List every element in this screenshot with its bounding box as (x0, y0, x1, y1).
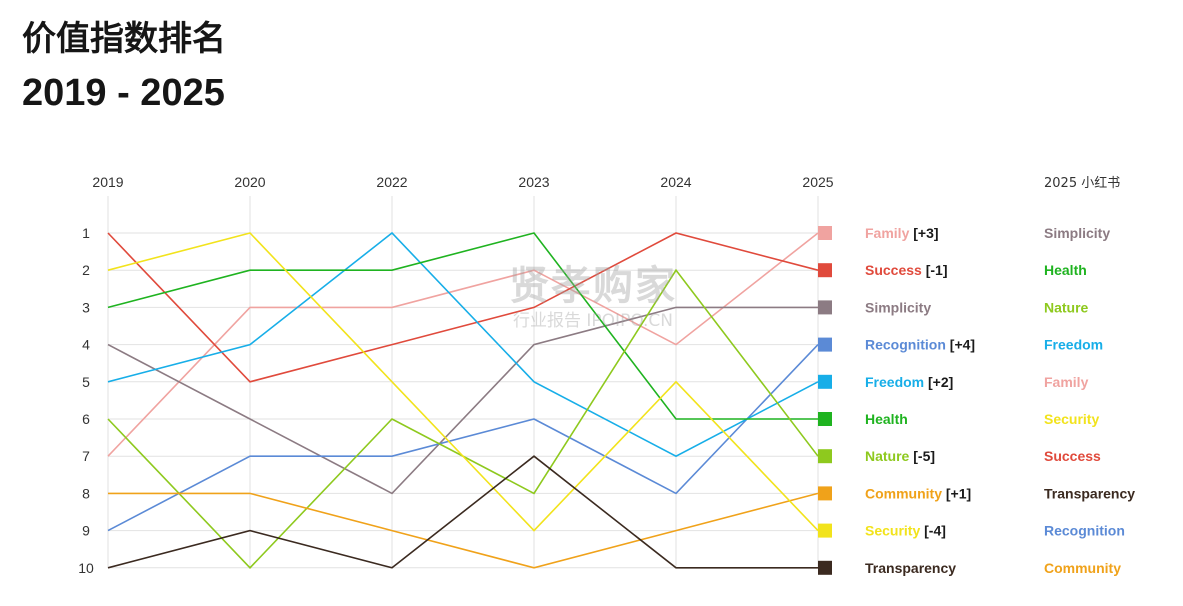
series-line-simplicity (107, 306, 818, 495)
legend-label-security: Security [-4] (865, 523, 946, 539)
x-tick-label: 2025 (802, 174, 833, 190)
y-tick-label: 7 (82, 448, 90, 464)
right-column-item: Family (1044, 374, 1089, 390)
series-line-security (107, 232, 819, 532)
y-tick-label: 10 (78, 560, 94, 576)
legend-swatch-recognition (818, 337, 832, 352)
right-column-header: 2025 小红书 (1044, 175, 1120, 191)
legend-label-recognition: Recognition [+4] (865, 337, 975, 353)
right-column-item: Freedom (1044, 337, 1103, 353)
right-column-item: Health (1044, 262, 1087, 278)
legend-swatch-simplicity (818, 300, 832, 315)
legend-swatch-nature (818, 449, 832, 464)
y-tick-label: 5 (82, 374, 90, 390)
x-tick-label: 2019 (92, 174, 123, 190)
x-tick-label: 2024 (660, 174, 691, 190)
right-ranking-column: 2025 小红书 Simplicity Health Nature Freedom Fam… (1044, 175, 1135, 576)
legend-label-transparency: Transparency (865, 560, 956, 576)
series-lines (107, 231, 819, 569)
legend-label-freedom: Freedom [+2] (865, 374, 953, 390)
x-tick-label: 2022 (376, 174, 407, 190)
series-line-community (108, 492, 819, 569)
right-column-item: Transparency (1044, 485, 1135, 501)
right-column-item: Security (1044, 411, 1099, 427)
legend-swatch-community (818, 486, 832, 501)
legend-label-community: Community [+1] (865, 485, 971, 501)
legend: Family [+3] Success [-1] Simplicity Recogni… (818, 225, 975, 576)
x-tick-label: 2020 (234, 174, 265, 190)
page-title: 价值指数排名 (22, 19, 226, 59)
legend-swatch-transparency (818, 560, 832, 575)
right-column-item: Success (1044, 448, 1101, 464)
series-line-freedom (107, 231, 819, 458)
legend-swatch-success (818, 263, 832, 278)
y-tick-label: 6 (82, 411, 90, 427)
y-tick-label: 4 (82, 337, 90, 353)
x-tick-labels: 2019 2020 2022 2023 2024 2025 (92, 174, 833, 190)
x-tick-label: 2023 (518, 174, 549, 190)
y-tick-label: 1 (82, 225, 90, 241)
legend-label-success: Success [-1] (865, 262, 948, 278)
y-tick-label: 9 (82, 523, 90, 539)
right-column-item: Nature (1044, 299, 1089, 315)
legend-label-health: Health (865, 411, 908, 427)
series-line-transparency (107, 455, 818, 569)
y-tick-label: 3 (82, 299, 90, 315)
page-subtitle: 2019 - 2025 (22, 72, 225, 114)
legend-swatch-freedom (818, 374, 832, 389)
series-line-success (107, 232, 819, 383)
legend-label-nature: Nature [-5] (865, 448, 935, 464)
y-tick-labels: 1 2 3 4 5 6 7 8 9 10 (78, 225, 94, 576)
legend-label-family: Family [+3] (865, 225, 939, 241)
right-column-item: Community (1044, 560, 1121, 576)
y-tick-label: 8 (82, 485, 90, 501)
series-line-health (107, 232, 818, 420)
legend-swatch-health (818, 412, 832, 426)
legend-swatch-security (818, 523, 832, 538)
legend-swatch-family (818, 226, 832, 240)
right-column-item: Simplicity (1044, 225, 1110, 241)
legend-label-simplicity: Simplicity (865, 299, 931, 315)
series-line-family (107, 232, 819, 457)
series-line-recognition (107, 344, 819, 532)
right-column-item: Recognition (1044, 523, 1125, 539)
y-tick-label: 2 (82, 262, 90, 278)
